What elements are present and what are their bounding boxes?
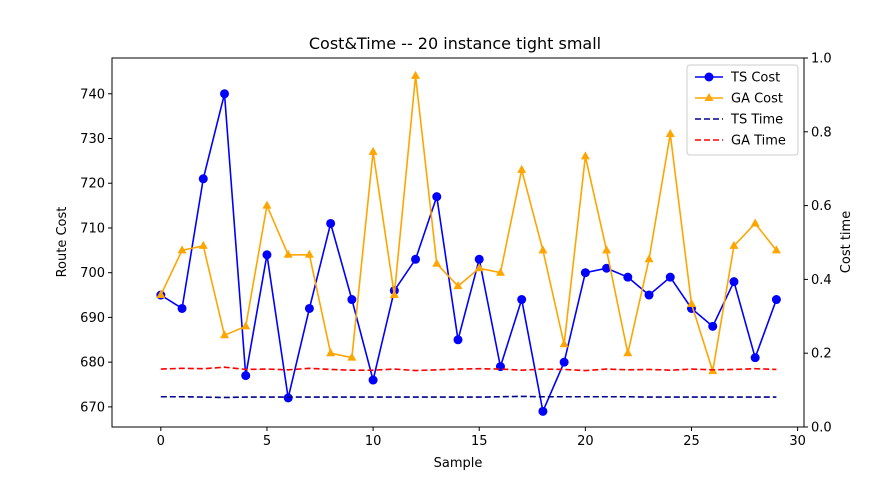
ga-cost-point-3 xyxy=(220,330,230,339)
ga-cost-point-23 xyxy=(644,254,654,263)
legend-box xyxy=(686,64,799,156)
ga-cost-point-29 xyxy=(771,245,781,254)
ga-cost-point-4 xyxy=(241,321,251,330)
ga-cost-point-14 xyxy=(453,281,463,290)
ts-cost-point-10 xyxy=(368,375,378,385)
y-tick-label-680: 680 xyxy=(80,356,105,371)
x-tick-label-20: 20 xyxy=(577,434,594,449)
legend-label-ga-cost: GA Cost xyxy=(731,92,783,107)
ts-cost-point-24 xyxy=(665,272,675,282)
y-tick-label-690: 690 xyxy=(80,311,105,326)
ts-cost-point-27 xyxy=(729,277,739,287)
ts-cost-point-28 xyxy=(750,353,760,363)
series-line-ga-time xyxy=(160,366,777,372)
legend-label-ts-time: TS Time xyxy=(730,113,783,128)
ts-cost-point-26 xyxy=(708,321,718,331)
ga-cost-point-10 xyxy=(368,146,378,155)
chart-title: Cost&Time -- 20 instance tight small xyxy=(309,34,601,53)
y2-tick-label-0: 0.0 xyxy=(811,421,832,436)
y2-tick-label-2: 0.4 xyxy=(811,273,832,288)
x-tick-label-30: 30 xyxy=(789,434,806,449)
ga-cost-point-1 xyxy=(177,245,187,254)
ts-cost-point-19 xyxy=(559,357,569,367)
x-tick-label-5: 5 xyxy=(263,434,271,449)
ga-cost-point-15 xyxy=(474,263,484,272)
ga-cost-point-18 xyxy=(538,245,548,254)
ts-cost-point-12 xyxy=(411,254,421,264)
ts-cost-point-17 xyxy=(517,295,527,305)
y2-tick-label-1: 0.2 xyxy=(811,347,832,362)
ts-cost-point-3 xyxy=(220,89,230,99)
y-tick-label-720: 720 xyxy=(80,177,105,192)
y-tick-label-700: 700 xyxy=(80,266,105,281)
ga-cost-point-28 xyxy=(750,218,760,227)
ga-cost-point-27 xyxy=(729,240,739,249)
legend: TS Cost GA Cost TS Time GA Time xyxy=(686,64,799,156)
y-tick-label-730: 730 xyxy=(80,132,105,147)
ts-cost-point-13 xyxy=(432,192,442,202)
x-tick-label-10: 10 xyxy=(365,434,382,449)
y-axis-right: 0.0 0.2 0.4 0.6 0.8 1.0 xyxy=(804,52,832,436)
ga-cost-point-5 xyxy=(262,200,272,209)
ga-cost-point-22 xyxy=(623,348,633,357)
ga-cost-point-25 xyxy=(686,299,696,307)
y-tick-label-740: 740 xyxy=(80,87,105,102)
y2-tick-label-4: 0.8 xyxy=(811,125,832,140)
ts-cost-point-15 xyxy=(474,254,484,264)
ts-cost-point-7 xyxy=(304,303,314,313)
y2-tick-label-5: 1.0 xyxy=(811,52,832,67)
series-line-ga-cost xyxy=(160,75,778,372)
y2-tick-label-3: 0.6 xyxy=(811,199,832,214)
ts-cost-point-14 xyxy=(453,335,463,345)
legend-label-ga-time: GA Time xyxy=(731,134,786,149)
series-layer xyxy=(156,70,781,416)
x-axis: 0 5 10 15 20 25 30 xyxy=(157,427,806,449)
legend-marker-ga-cost xyxy=(704,93,714,101)
y-tick-label-670: 670 xyxy=(80,400,105,415)
ga-cost-point-6 xyxy=(283,249,293,258)
ts-cost-point-29 xyxy=(771,295,781,305)
ga-cost-point-12 xyxy=(411,70,421,79)
ts-cost-point-21 xyxy=(602,263,612,273)
ts-cost-point-4 xyxy=(241,371,251,381)
ts-cost-point-22 xyxy=(623,272,633,282)
x-tick-label-25: 25 xyxy=(683,434,700,449)
legend-marker-ts-cost xyxy=(704,72,714,82)
ga-cost-point-19 xyxy=(559,339,569,348)
series-line-ts-cost xyxy=(160,93,778,415)
series-line-ts-time xyxy=(160,395,777,399)
ts-cost-point-23 xyxy=(644,290,654,300)
y-axis-label: Route Cost xyxy=(55,207,70,278)
ts-cost-point-1 xyxy=(177,303,187,313)
x-tick-label-0: 0 xyxy=(157,434,165,449)
ga-cost-point-8 xyxy=(326,348,336,357)
ga-cost-point-24 xyxy=(665,129,675,138)
ts-cost-point-18 xyxy=(538,406,548,416)
ga-cost-point-21 xyxy=(602,245,612,254)
ga-cost-point-20 xyxy=(580,151,590,160)
ga-cost-point-9 xyxy=(347,352,357,361)
y2-axis-label: Cost time xyxy=(839,211,854,273)
ga-cost-point-0 xyxy=(156,290,166,299)
ts-cost-point-8 xyxy=(326,218,336,228)
ga-cost-point-11 xyxy=(389,290,399,299)
ga-cost-point-16 xyxy=(495,267,505,276)
ts-cost-point-2 xyxy=(198,174,208,184)
ts-cost-point-20 xyxy=(580,268,590,278)
y-axis-left: 670 680 690 700 710 720 730 740 xyxy=(80,87,112,415)
legend-label-ts-cost: TS Cost xyxy=(730,71,780,86)
ga-cost-point-2 xyxy=(198,240,208,249)
ts-cost-point-5 xyxy=(262,250,272,260)
ts-cost-point-9 xyxy=(347,295,357,305)
x-tick-label-15: 15 xyxy=(471,434,488,449)
ga-cost-point-17 xyxy=(517,164,527,173)
ga-cost-point-7 xyxy=(304,249,314,258)
x-axis-label: Sample xyxy=(434,456,483,471)
ga-cost-point-13 xyxy=(432,258,442,267)
y-tick-label-710: 710 xyxy=(80,221,105,236)
ts-cost-point-6 xyxy=(283,393,293,403)
plot-frame xyxy=(111,57,805,428)
